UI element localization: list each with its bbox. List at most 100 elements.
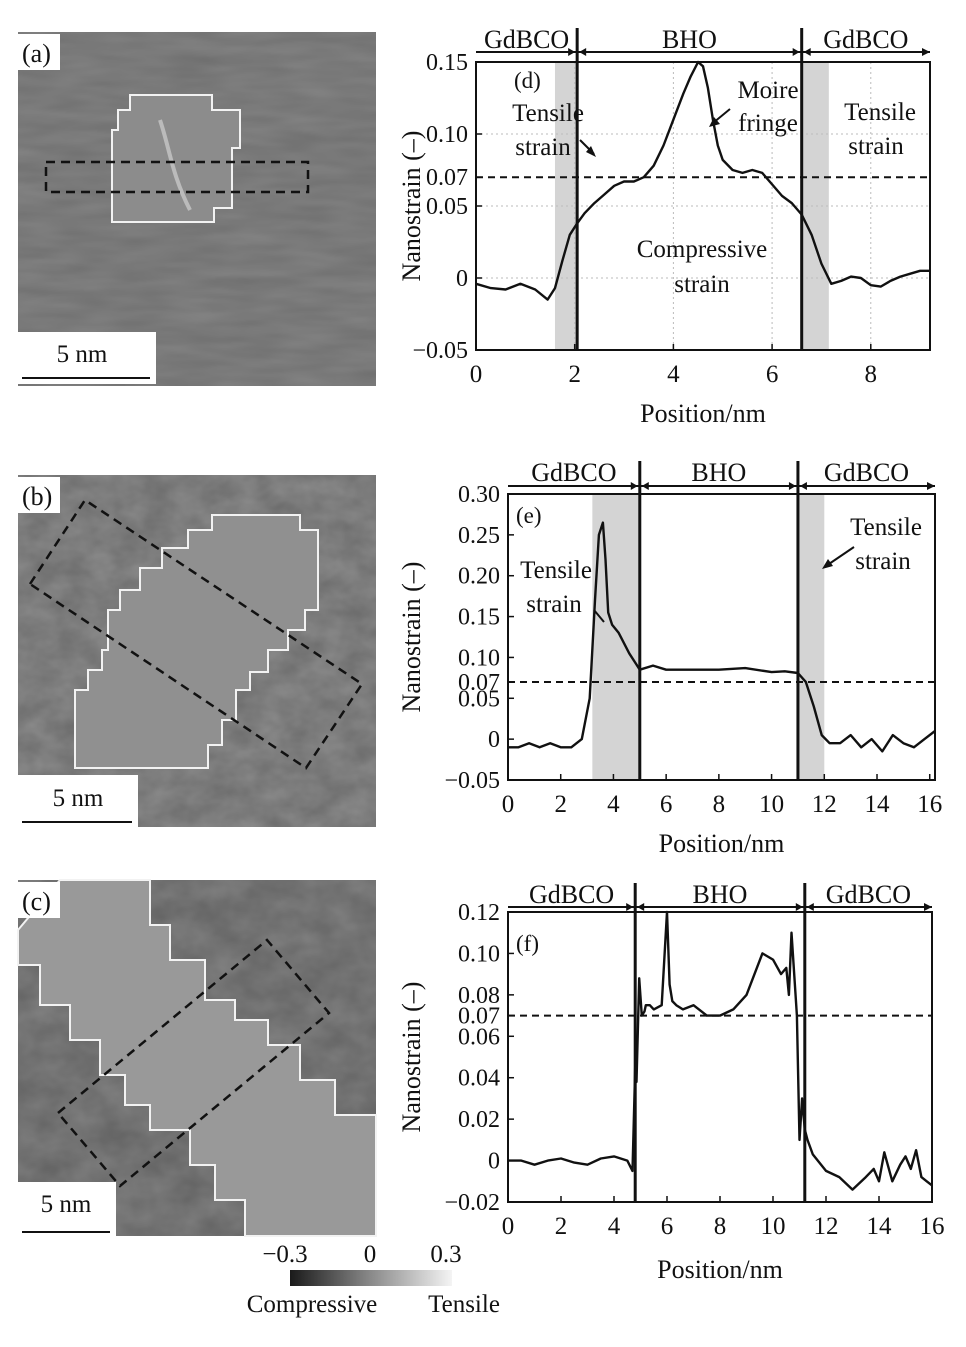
interface-shade-1: [797, 494, 825, 780]
x-tick-label: 0: [502, 1213, 515, 1240]
panel-label-c: (c): [22, 887, 51, 916]
y-tick-label: 0.12: [458, 900, 500, 926]
chart-d: (d) Tensile strain Moire fringe Tensile …: [397, 25, 931, 428]
annotation-d-moire-1: Moire: [737, 77, 798, 104]
colorbar-label-tensile: Tensile: [428, 1291, 500, 1318]
x-tick-label: 6: [661, 1213, 674, 1240]
x-tick-label: 16: [917, 791, 942, 818]
bho-particle-b: [74, 514, 319, 769]
x-tick-label: 2: [555, 1213, 568, 1240]
region-label-bho: BHO: [662, 25, 717, 54]
strain-profile-line: [508, 521, 936, 753]
strain-profile-line: [508, 910, 933, 1191]
x-tick-label: 6: [766, 361, 779, 388]
region-label-gdbco: GdBCO: [824, 458, 909, 487]
scalebar-a-bg: [18, 332, 156, 384]
region-label-bho: BHO: [691, 458, 746, 487]
region-arrow-left: [579, 48, 587, 56]
line-profile-box-c: [56, 938, 331, 1188]
y-tick-label: 0.07: [458, 1004, 500, 1030]
y-tick-label: 0.10: [426, 122, 468, 148]
y-axis-label: Nanostrain (–): [397, 131, 426, 282]
region-label-gdbco: GdBCO: [823, 25, 908, 54]
y-tick-label: −0.02: [444, 1190, 500, 1216]
y-tick-label: 0.15: [426, 50, 468, 76]
scalebar-c-bg: [18, 1182, 116, 1236]
y-tick-label: −0.05: [412, 338, 468, 364]
x-tick-label: 0: [502, 791, 515, 818]
region-arrow-left: [806, 903, 814, 911]
annotation-d-moire-2: fringe: [738, 110, 798, 137]
region-arrow-left: [641, 482, 649, 490]
x-tick-label: 4: [608, 1213, 621, 1240]
region-arrow-right: [788, 482, 796, 490]
x-axis-label: Position/nm: [657, 1255, 783, 1284]
x-tick-label: 8: [713, 791, 726, 818]
panel-label-b: (b): [22, 482, 52, 511]
region-arrow-end: [927, 482, 935, 490]
x-tick-label: 4: [667, 361, 680, 388]
plot-underlay: [507, 461, 936, 781]
annotation-d-compressive-2: strain: [674, 271, 730, 298]
strain-map-c: 5 nm (c): [17, 879, 377, 1237]
arrowhead-e-tensile-right: [822, 559, 833, 569]
y-tick-label: 0.20: [458, 564, 500, 590]
region-label-bho: BHO: [693, 880, 748, 909]
y-tick-label: 0: [488, 1149, 500, 1175]
x-axis-label: Position/nm: [659, 829, 785, 858]
panel-label-c-bg: [18, 882, 60, 918]
x-tick-label: 10: [759, 791, 784, 818]
strain-map-b: 5 nm (b): [18, 475, 376, 827]
panel-label-b-bg: [18, 477, 60, 513]
y-tick-label: 0.06: [458, 1024, 500, 1050]
y-tick-label: 0.30: [458, 482, 500, 508]
region-label-gdbco: GdBCO: [826, 880, 911, 909]
strain-profile-line: [475, 60, 930, 301]
y-tick-label: 0.15: [458, 605, 500, 631]
region-arrow-left: [803, 48, 811, 56]
scalebar-c-label: 5 nm: [41, 1191, 92, 1218]
colorbar-tick-mid: 0: [364, 1241, 377, 1268]
x-tick-label: 2: [554, 791, 567, 818]
annotation-d-tensile-left-1: Tensile: [512, 100, 584, 127]
colorbar: −0.3 0 0.3 Compressive Tensile: [247, 1241, 500, 1318]
panel-label-a: (a): [22, 39, 51, 68]
y-tick-label: 0.04: [458, 1066, 500, 1092]
y-tick-label: 0.25: [458, 523, 500, 549]
bho-particle-a: [111, 94, 241, 223]
y-tick-label: −0.05: [444, 768, 500, 794]
y-tick-label: 0.07: [426, 165, 468, 191]
y-tick-label: 0: [488, 727, 500, 753]
y-tick-label: 0.10: [458, 645, 500, 671]
colorbar-tick-max: 0.3: [430, 1241, 461, 1268]
plot-underlay: [475, 28, 931, 351]
x-tick-label: 14: [867, 1213, 893, 1240]
interface-shade-0: [592, 494, 640, 780]
panel-label-e: (e): [516, 503, 542, 528]
region-arrow-right: [795, 903, 803, 911]
line-profile-box-a: [44, 160, 310, 194]
interface-shade-1: [801, 62, 829, 350]
annotation-d-tensile-left-2: strain: [515, 134, 571, 161]
annotation-e-tensile-right-2: strain: [855, 548, 911, 575]
arrow-e-tensile-left: [593, 609, 605, 623]
scalebar-b-label: 5 nm: [53, 785, 104, 812]
line-profile-box-b: [28, 498, 364, 770]
colorbar-gradient: [290, 1270, 452, 1286]
plot-frame: [507, 911, 933, 1203]
region-arrow-left: [637, 903, 645, 911]
panel-label-f: (f): [516, 931, 539, 956]
region-arrow-end: [924, 903, 932, 911]
y-tick-label: 0.10: [458, 941, 500, 967]
region-arrow-right: [626, 903, 634, 911]
x-tick-label: 12: [814, 1213, 839, 1240]
chart-e: (e) Tensile strain Tensile strain GdBCO B…: [397, 458, 942, 858]
region-label-gdbco: GdBCO: [484, 25, 569, 54]
annotation-d-tensile-right-1: Tensile: [844, 99, 916, 126]
bho-band-c: [17, 879, 377, 1237]
x-tick-label: 4: [607, 791, 620, 818]
panel-label-d: (d): [514, 68, 541, 93]
x-tick-label: 6: [660, 791, 673, 818]
y-tick-label: 0: [456, 266, 468, 292]
